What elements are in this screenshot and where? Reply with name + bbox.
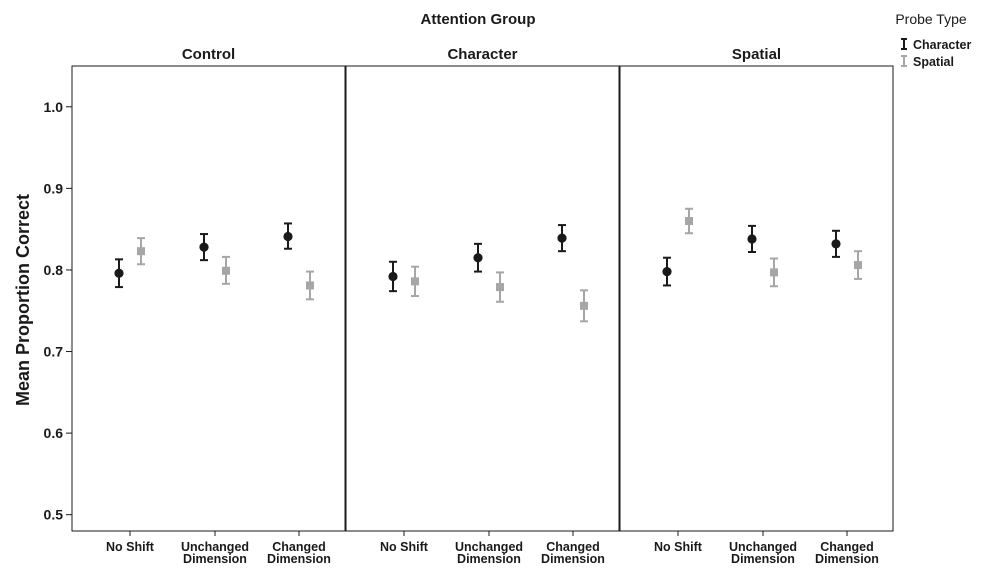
legend-label: Spatial: [913, 55, 954, 69]
y-tick-label: 0.6: [44, 425, 64, 441]
y-axis: 0.5 0.6 0.7 0.8 0.9 1.0: [44, 99, 72, 523]
panel-title: Control: [182, 46, 235, 63]
data-point: [199, 242, 209, 252]
data-point: [854, 261, 862, 270]
panel-frame: [345, 65, 620, 532]
data-point: [473, 253, 483, 263]
y-tick-label: 0.7: [44, 344, 64, 360]
data-point: [411, 277, 419, 286]
legend-entries: Character Spatial: [901, 38, 971, 69]
x-tick-label: Dimension: [183, 552, 247, 566]
data-point: [557, 233, 567, 243]
data-point: [685, 217, 693, 225]
data-point: [222, 266, 230, 275]
x-tick-label: Changed: [272, 540, 325, 554]
y-tick-label: 1.0: [44, 99, 64, 115]
x-tick-label: Dimension: [457, 552, 521, 566]
panel-frame: [71, 65, 346, 532]
series-spatial: [137, 237, 314, 301]
panel-title: Character: [447, 46, 517, 63]
series-character: [388, 224, 567, 293]
x-tick-label: Changed: [546, 540, 599, 554]
legend-label: Character: [913, 38, 971, 52]
legend: Probe Type Character Spatial: [895, 11, 971, 69]
panel-frame: [619, 65, 894, 532]
data-point: [831, 239, 841, 249]
y-tick-label: 0.9: [44, 180, 64, 196]
data-point: [747, 234, 757, 244]
legend-entry-spatial: Spatial: [901, 55, 954, 69]
x-tick-label: Dimension: [541, 552, 605, 566]
data-point: [114, 268, 124, 278]
x-tick-label: Unchanged: [181, 540, 249, 554]
legend-title: Probe Type: [895, 11, 967, 27]
data-point: [137, 247, 145, 256]
series-spatial: [411, 265, 588, 323]
data-point: [662, 266, 672, 277]
chart-title: Attention Group: [421, 11, 536, 28]
data-point: [306, 281, 314, 290]
series-spatial: [685, 207, 862, 288]
y-axis-label: Mean Proportion Correct: [13, 194, 33, 406]
x-tick-label: Unchanged: [455, 540, 523, 554]
data-point: [496, 283, 504, 292]
x-tick-label: Dimension: [731, 552, 795, 566]
x-tick-label: Dimension: [267, 552, 331, 566]
x-tick-label: No Shift: [654, 540, 703, 554]
series-character: [662, 224, 841, 287]
series-character: [114, 222, 293, 289]
x-tick-label: Dimension: [815, 552, 879, 566]
x-tick-label: No Shift: [106, 540, 155, 554]
legend-entry-character: Character: [901, 38, 971, 52]
y-tick-label: 0.8: [44, 262, 64, 278]
panel-title: Spatial: [732, 46, 781, 63]
data-point: [283, 231, 293, 242]
data-point: [580, 301, 588, 310]
data-point: [770, 268, 778, 277]
y-tick-label: 0.5: [44, 507, 64, 523]
data-point: [388, 271, 398, 282]
x-tick-label: Unchanged: [729, 540, 797, 554]
x-tick-label: Changed: [820, 540, 873, 554]
x-tick-label: No Shift: [380, 540, 429, 554]
